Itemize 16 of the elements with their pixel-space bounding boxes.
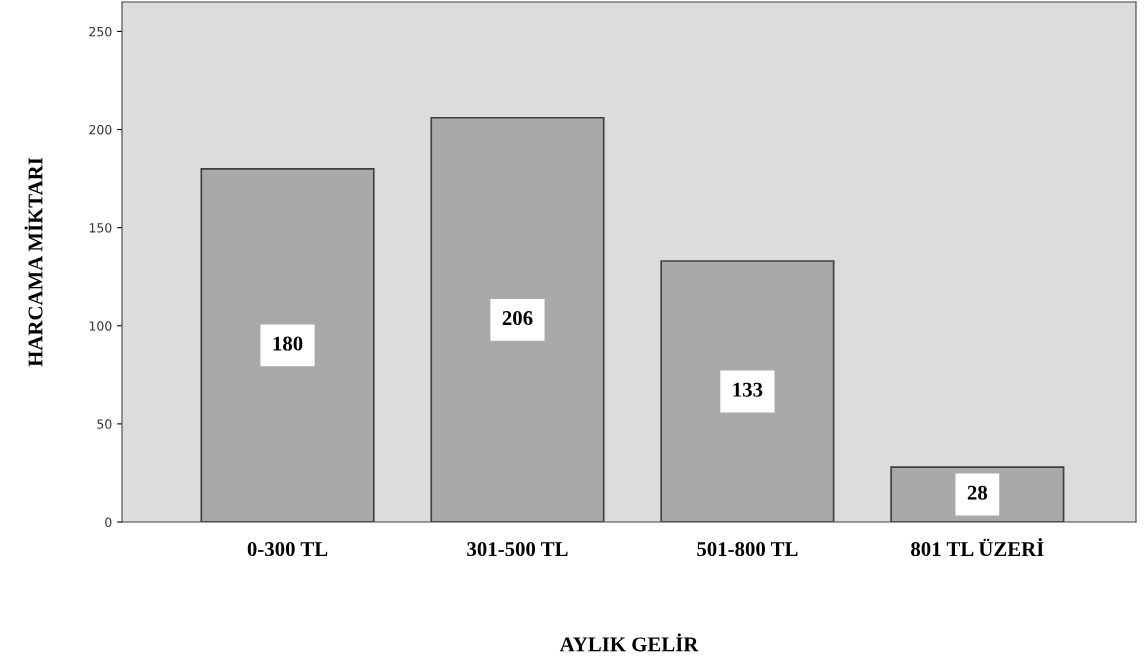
y-tick-label: 100 — [89, 321, 112, 331]
x-axis-title: AYLIK GELİR — [559, 633, 699, 652]
y-tick-label: 0 — [105, 517, 112, 527]
x-tick-label: 301-500 TL — [467, 542, 568, 557]
y-tick-label: 250 — [89, 26, 112, 37]
y-tick-label: 200 — [89, 125, 112, 135]
y-tick-label: 150 — [89, 223, 112, 233]
data-label: 28 — [967, 485, 988, 500]
x-tick-label: 0-300 TL — [247, 542, 328, 557]
x-tick-label: 801 TL ÜZERİ — [911, 538, 1044, 557]
data-label: 206 — [502, 311, 533, 326]
data-label: 180 — [273, 336, 303, 351]
x-tick-label: 501-800 TL — [697, 542, 798, 557]
y-axis-title: HARCAMA MİKTARI — [24, 157, 43, 367]
y-tick-label: 50 — [97, 419, 112, 429]
data-label: 133 — [733, 382, 763, 397]
